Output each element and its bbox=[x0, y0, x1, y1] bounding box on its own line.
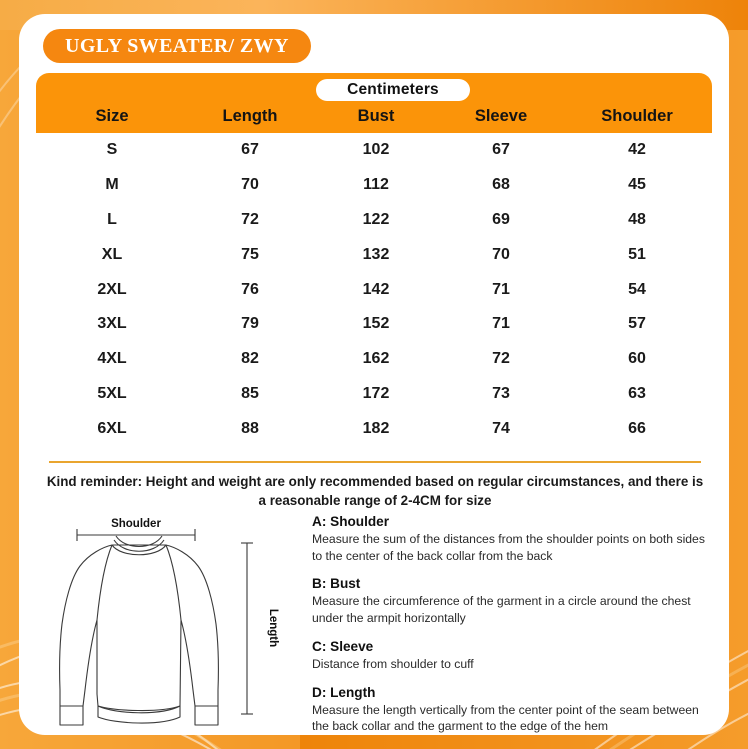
table-header: Centimeters Size Length Bust Sleeve Shou… bbox=[36, 73, 712, 133]
table-row: S 67 102 67 42 bbox=[36, 133, 712, 168]
cell-sleeve: 71 bbox=[492, 280, 510, 298]
cell-shoulder: 48 bbox=[628, 210, 646, 228]
table-body: S 67 102 67 42 M 70 112 68 45 L 72 122 69 48 XL 75 132 70 5… bbox=[36, 133, 712, 447]
column-header-size: Size bbox=[95, 107, 129, 125]
cell-length: 75 bbox=[241, 245, 259, 263]
unit-badge-label: Centimeters bbox=[347, 81, 439, 98]
cell-bust: 162 bbox=[362, 350, 390, 368]
cell-length: 88 bbox=[241, 419, 259, 437]
measurement-guide-list: A: Shoulder Measure the sum of the distan… bbox=[312, 514, 712, 735]
cell-length: 70 bbox=[241, 176, 259, 194]
cell-size: L bbox=[107, 210, 117, 228]
table-row: XL 75 132 70 51 bbox=[36, 237, 712, 272]
cell-shoulder: 60 bbox=[628, 350, 646, 368]
cell-sleeve: 69 bbox=[492, 210, 510, 228]
cell-size: 2XL bbox=[97, 280, 127, 298]
cell-size: 6XL bbox=[97, 419, 127, 437]
cell-sleeve: 73 bbox=[492, 384, 510, 402]
cell-length: 85 bbox=[241, 384, 259, 402]
cell-sleeve: 70 bbox=[492, 245, 510, 263]
column-header-bust: Bust bbox=[357, 107, 395, 125]
cell-length: 79 bbox=[241, 315, 259, 333]
measurement-guide-item: C: Sleeve Distance from shoulder to cuff bbox=[312, 639, 712, 673]
cell-size: 4XL bbox=[97, 350, 127, 368]
size-table: Centimeters Size Length Bust Sleeve Shou… bbox=[36, 73, 712, 447]
cell-bust: 122 bbox=[362, 210, 390, 228]
measurement-guide-item: D: Length Measure the length vertically f… bbox=[312, 685, 712, 735]
cell-size: M bbox=[105, 176, 119, 194]
cell-shoulder: 54 bbox=[628, 280, 646, 298]
cell-length: 76 bbox=[241, 280, 259, 298]
cell-length: 82 bbox=[241, 350, 259, 368]
cell-length: 72 bbox=[241, 210, 259, 228]
cell-size: 3XL bbox=[97, 315, 127, 333]
measurement-guide-item: B: Bust Measure the circumference of the … bbox=[312, 576, 712, 626]
table-row: L 72 122 69 48 bbox=[36, 203, 712, 238]
cell-shoulder: 63 bbox=[628, 384, 646, 402]
diagram-shoulder-label: Shoulder bbox=[111, 518, 161, 530]
cell-bust: 182 bbox=[362, 419, 390, 437]
cell-size: XL bbox=[101, 245, 123, 263]
cell-sleeve: 67 bbox=[492, 141, 510, 159]
cell-sleeve: 71 bbox=[492, 315, 510, 333]
reminder-note: Kind reminder: Height and weight are onl… bbox=[46, 474, 704, 509]
table-row: 3XL 79 152 71 57 bbox=[36, 307, 712, 342]
column-header-sleeve: Sleeve bbox=[474, 107, 528, 125]
cell-bust: 172 bbox=[362, 384, 390, 402]
diagram-length-label: Length bbox=[267, 609, 279, 647]
sweater-diagram: Shoulder Length bbox=[55, 514, 310, 729]
cell-bust: 112 bbox=[363, 176, 389, 194]
measurement-guide-heading: B: Bust bbox=[312, 576, 361, 592]
measurement-guide-heading: C: Sleeve bbox=[312, 638, 374, 654]
column-header-length: Length bbox=[222, 107, 278, 125]
measurement-guide-heading: D: Length bbox=[312, 684, 376, 700]
cell-bust: 152 bbox=[362, 315, 390, 333]
page-title: UGLY SWEATER/ ZWY bbox=[65, 34, 289, 57]
cell-size: S bbox=[106, 141, 118, 159]
table-row: 5XL 85 172 73 63 bbox=[36, 377, 712, 412]
cell-length: 67 bbox=[241, 141, 259, 159]
cell-shoulder: 45 bbox=[628, 176, 646, 194]
cell-shoulder: 42 bbox=[628, 141, 646, 159]
section-divider bbox=[49, 461, 701, 463]
measurement-guide-description: Measure the circumference of the garment… bbox=[312, 594, 691, 626]
table-row: 4XL 82 162 72 60 bbox=[36, 342, 712, 377]
measurement-guide-heading: A: Shoulder bbox=[312, 514, 390, 529]
cell-bust: 102 bbox=[362, 141, 390, 159]
cell-size: 5XL bbox=[97, 384, 127, 402]
cell-shoulder: 66 bbox=[628, 419, 646, 437]
measurement-guide-description: Distance from shoulder to cuff bbox=[312, 656, 474, 671]
table-row: M 70 112 68 45 bbox=[36, 168, 712, 203]
table-row: 6XL 88 182 74 66 bbox=[36, 411, 712, 446]
cell-bust: 132 bbox=[362, 245, 390, 263]
size-chart-card: UGLY SWEATER/ ZWY Centimeters Size Lengt… bbox=[19, 14, 729, 735]
cell-shoulder: 51 bbox=[628, 245, 646, 263]
cell-sleeve: 68 bbox=[492, 176, 510, 194]
column-header-shoulder: Shoulder bbox=[601, 107, 673, 125]
unit-badge: Centimeters bbox=[316, 79, 470, 101]
cell-sleeve: 72 bbox=[492, 350, 510, 368]
cell-sleeve: 74 bbox=[492, 419, 510, 437]
measurement-guide-description: Measure the length vertically from the c… bbox=[312, 702, 699, 734]
cell-shoulder: 57 bbox=[628, 315, 646, 333]
cell-bust: 142 bbox=[362, 280, 390, 298]
table-row: 2XL 76 142 71 54 bbox=[36, 272, 712, 307]
product-title-badge: UGLY SWEATER/ ZWY bbox=[43, 29, 311, 63]
table-header-row: Size Length Bust Sleeve Shoulder bbox=[36, 107, 712, 126]
measurement-guide-description: Measure the sum of the distances from th… bbox=[312, 532, 705, 563]
measurement-guide-item: A: Shoulder Measure the sum of the distan… bbox=[312, 514, 712, 564]
